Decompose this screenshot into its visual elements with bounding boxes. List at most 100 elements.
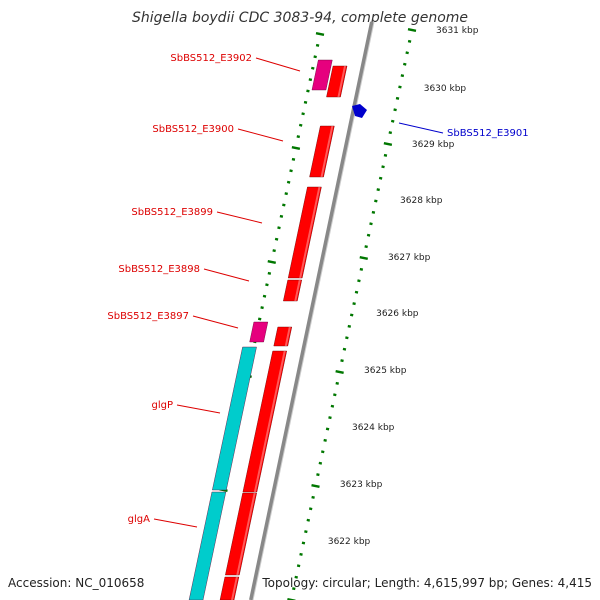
gene-label[interactable]: SbBS512_E3900: [152, 124, 234, 135]
gene-sbbs512-e3902-shade: [337, 66, 347, 97]
tick-mark: [369, 222, 373, 226]
tick-mark: [277, 226, 281, 230]
label-leader-line: [237, 128, 284, 142]
scale-label: 3624 kbp: [352, 423, 395, 433]
tick-mark: [267, 271, 272, 275]
label-leader-line: [398, 122, 444, 134]
tick-mark: [318, 461, 323, 465]
tick-mark: [306, 518, 311, 522]
tick-mark: [301, 541, 306, 545]
tick-mark: [364, 245, 368, 249]
tick-mark: [323, 438, 327, 442]
tick-mark: [257, 317, 262, 321]
tick-mark: [335, 381, 339, 385]
tick-mark: [291, 145, 301, 151]
tick-mark: [303, 100, 308, 104]
feature-rna-2[interactable]: [249, 321, 269, 343]
gene-label[interactable]: SbBS512_E3898: [118, 264, 200, 275]
label-leader-line: [192, 315, 239, 329]
gene-glgp-shade: [253, 351, 286, 492]
tick-mark: [284, 192, 288, 196]
tick-mark: [311, 66, 315, 70]
gene-glga[interactable]: [225, 492, 257, 576]
tick-mark: [407, 39, 412, 43]
backbone-track: [249, 21, 375, 600]
tick-mark: [357, 279, 361, 283]
tick-mark: [320, 450, 325, 454]
label-leader-line: [176, 404, 221, 414]
scale-label: 3622 kbp: [328, 537, 371, 547]
right-tick-track: [287, 27, 417, 600]
gene-label[interactable]: glgA: [128, 514, 150, 525]
gene-sbbs512-e3900[interactable]: [309, 125, 335, 178]
gene-sbbs512-e3897-shade: [284, 327, 291, 346]
tick-mark: [291, 157, 296, 161]
tick-mark: [272, 249, 276, 253]
tick-mark: [354, 290, 359, 294]
gene-sbbs512-e3901[interactable]: [352, 104, 367, 118]
tick-mark: [299, 552, 303, 556]
tick-mark: [352, 302, 356, 306]
tick-mark: [393, 108, 397, 112]
tick-mark: [398, 85, 402, 89]
tick-mark: [405, 51, 409, 55]
tick-mark: [296, 564, 301, 568]
feature-track: [188, 59, 367, 600]
scale-label: 3626 kbp: [376, 309, 419, 319]
label-leader-line: [255, 57, 301, 72]
tick-mark: [294, 575, 298, 579]
gene-sbbs512-e3899-shade: [299, 187, 321, 278]
gene-sbbs512-e3898[interactable]: [283, 279, 302, 302]
gene-partial[interactable]: [219, 576, 240, 600]
scale-label: 3630 kbp: [424, 84, 467, 94]
tick-mark: [342, 347, 347, 351]
gene-partial-shade: [231, 577, 238, 600]
tick-mark: [390, 119, 395, 123]
tick-mark: [311, 495, 315, 499]
tick-mark: [289, 169, 293, 173]
gene-label[interactable]: SbBS512_E3897: [107, 311, 189, 322]
tick-mark: [306, 89, 310, 93]
tick-mark: [359, 267, 364, 271]
tick-mark: [340, 359, 344, 363]
label-leader-line: [203, 268, 250, 282]
gene-sbbs512-e3899[interactable]: [287, 186, 322, 279]
gene-glgp[interactable]: [242, 350, 287, 493]
tick-mark: [374, 199, 378, 203]
tick-mark: [371, 210, 376, 214]
tick-mark: [265, 283, 269, 287]
tick-mark: [279, 214, 284, 218]
gene-labels: SbBS512_E3902 SbBS512_E3900 SbBS512_E3899 S…: [107, 53, 529, 528]
gene-label[interactable]: SbBS512_E3902: [170, 53, 252, 64]
scale-label: 3631 kbp: [436, 26, 479, 36]
tick-mark: [313, 55, 317, 59]
tick-mark: [298, 123, 303, 127]
tick-mark: [400, 74, 405, 78]
gene-label[interactable]: SbBS512_E3901: [447, 128, 529, 139]
gene-label[interactable]: SbBS512_E3899: [131, 207, 213, 218]
tick-mark: [395, 96, 400, 100]
operon-track-1[interactable]: [212, 346, 257, 491]
gene-glga-shade: [236, 493, 256, 575]
gene-label[interactable]: glgP: [151, 400, 173, 411]
tick-mark: [378, 176, 383, 180]
tick-mark: [282, 203, 286, 207]
tick-mark: [301, 112, 305, 116]
operon-track-2[interactable]: [188, 491, 227, 600]
gene-sbbs512-e3902[interactable]: [326, 65, 348, 98]
accession-text: Accession: NC_010658: [8, 576, 145, 590]
feature-rna-1[interactable]: [311, 59, 333, 91]
gene-sbbs512-e3897[interactable]: [273, 326, 293, 347]
scale-label: 3627 kbp: [388, 253, 431, 263]
tick-mark: [349, 313, 354, 317]
tick-mark: [287, 597, 296, 600]
tick-mark: [366, 233, 371, 237]
tick-mark: [260, 306, 264, 310]
tick-mark: [325, 427, 330, 431]
map-title: Shigella boydii CDC 3083-94, complete ge…: [131, 10, 469, 26]
tick-mark: [274, 237, 279, 241]
summary-text: Topology: circular; Length: 4,615,997 bp…: [262, 576, 592, 590]
tick-mark: [403, 62, 407, 66]
tick-mark: [316, 473, 320, 477]
